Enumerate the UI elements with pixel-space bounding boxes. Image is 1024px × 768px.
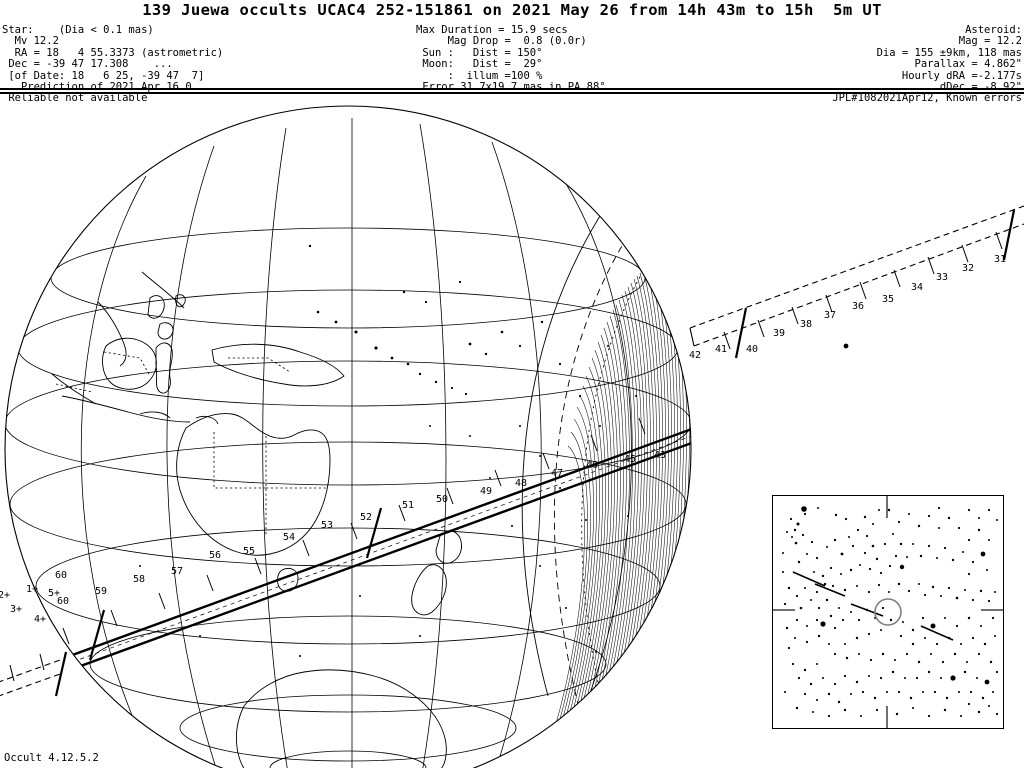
globe-svg: 43 45 46 47 48 49 50 51 52 53 54 55 56 5… bbox=[0, 105, 1024, 768]
svg-text:51: 51 bbox=[402, 500, 414, 511]
svg-text:48: 48 bbox=[515, 478, 527, 489]
asteroid-info-line-2: Dia = 155 ±9km, 118 mas bbox=[876, 46, 1022, 59]
svg-text:4+: 4+ bbox=[34, 614, 46, 625]
header-divider-lower bbox=[0, 92, 1024, 94]
svg-text:57: 57 bbox=[171, 566, 183, 577]
svg-text:35: 35 bbox=[882, 294, 894, 305]
star-info-line-2: RA = 18 4 55.3373 (astrometric) bbox=[2, 46, 224, 59]
svg-text:58: 58 bbox=[133, 574, 145, 585]
svg-text:38: 38 bbox=[800, 319, 812, 330]
asteroid-info-block: Asteroid: Mag = 12.2 Dia = 155 ±9km, 118 m… bbox=[690, 24, 1022, 105]
svg-text:3+: 3+ bbox=[10, 604, 22, 615]
svg-text:40: 40 bbox=[746, 344, 758, 355]
globe-limb bbox=[4, 105, 692, 768]
svg-text:59: 59 bbox=[95, 586, 107, 597]
svg-text:50: 50 bbox=[436, 494, 448, 505]
star-field-inset bbox=[772, 495, 1004, 729]
occultation-path-band-off-globe-east bbox=[689, 205, 1024, 359]
asteroid-position-marker bbox=[843, 343, 849, 349]
svg-text:49: 49 bbox=[480, 486, 492, 497]
svg-text:39: 39 bbox=[773, 328, 785, 339]
circumstances-line-0: Max Duration = 15.9 secs bbox=[416, 24, 568, 36]
svg-text:60: 60 bbox=[55, 570, 67, 581]
path-minute-ticks bbox=[14, 417, 646, 662]
star-info-line-6: Reliable not available bbox=[2, 92, 148, 105]
svg-text:37: 37 bbox=[824, 310, 836, 321]
svg-text:53: 53 bbox=[321, 520, 333, 531]
occultation-path-band-off-globe-west bbox=[0, 651, 68, 697]
star-info-line-3: Dec = -39 47 17.308 ... bbox=[2, 58, 173, 71]
star-info-line-1: Mv 12.2 bbox=[2, 35, 59, 48]
circumstances-line-3: Moon: Dist = 29° bbox=[416, 58, 543, 71]
target-star-circle bbox=[874, 598, 902, 626]
path-minute-labels-on-globe: 43 45 46 47 48 49 50 51 52 53 54 55 56 5… bbox=[57, 450, 666, 607]
inset-path-lines bbox=[792, 571, 954, 641]
svg-text:31: 31 bbox=[994, 254, 1006, 265]
svg-text:56: 56 bbox=[209, 550, 221, 561]
svg-text:55: 55 bbox=[243, 546, 255, 557]
svg-text:42: 42 bbox=[689, 350, 701, 361]
svg-text:54: 54 bbox=[283, 532, 295, 543]
path-offset-labels-west: 60 1+ 2+ 3+ 4+ 5+ bbox=[0, 570, 67, 625]
svg-text:45: 45 bbox=[624, 454, 636, 465]
svg-text:43: 43 bbox=[654, 450, 666, 461]
program-version-label: Occult 4.12.5.2 bbox=[4, 752, 99, 764]
svg-text:52: 52 bbox=[360, 512, 372, 523]
star-info-block: Star: (Dia < 0.1 mas) Mv 12.2 RA = 18 4 … bbox=[2, 24, 224, 105]
svg-text:34: 34 bbox=[911, 282, 923, 293]
circumstances-line-5: Error 31.7x19.7 mas in PA 88° bbox=[416, 81, 605, 93]
header-divider-upper bbox=[0, 88, 1024, 90]
circumstances-block: Max Duration = 15.9 secs Mag Drop = 0.8 … bbox=[416, 24, 606, 93]
svg-text:5+: 5+ bbox=[48, 588, 60, 599]
asteroid-info-line-6: JPL#1082021Apr12, Known errors bbox=[832, 92, 1022, 105]
asteroid-info-line-0: Asteroid: bbox=[965, 24, 1022, 36]
occultation-path-band-on-globe bbox=[5, 424, 691, 712]
path-minute-labels-off-globe: 42 41 40 39 38 37 36 35 34 33 32 31 bbox=[689, 254, 1006, 361]
header: 139 Juewa occults UCAC4 252-151861 on 20… bbox=[0, 0, 1024, 104]
svg-text:36: 36 bbox=[852, 301, 864, 312]
circumstances-line-4: : illum =100 % bbox=[416, 69, 543, 82]
inset-field-stars bbox=[782, 506, 999, 718]
asteroid-info-line-1: Mag = 12.2 bbox=[958, 35, 1022, 48]
svg-text:2+: 2+ bbox=[0, 590, 10, 601]
svg-text:47: 47 bbox=[551, 468, 563, 479]
star-info-line-4: [of Date: 18 6 25, -39 47 7] bbox=[2, 69, 205, 82]
world-map-stage: 43 45 46 47 48 49 50 51 52 53 54 55 56 5… bbox=[0, 96, 1024, 768]
asteroid-info-line-4: Hourly dRA =-2.177s bbox=[901, 69, 1022, 82]
circumstances-line-2: Sun : Dist = 150° bbox=[416, 46, 543, 59]
star-field-svg bbox=[773, 496, 1003, 728]
svg-text:41: 41 bbox=[715, 344, 727, 355]
star-info-line-5: Prediction of 2021 Apr 16.0 bbox=[2, 81, 223, 93]
svg-text:32: 32 bbox=[962, 263, 974, 274]
inset-edge-ticks bbox=[773, 496, 1003, 728]
svg-text:46: 46 bbox=[586, 460, 598, 471]
asteroid-info-line-3: Parallax = 4.862" bbox=[914, 58, 1022, 71]
svg-text:1+: 1+ bbox=[26, 584, 38, 595]
svg-text:60: 60 bbox=[57, 596, 69, 607]
page-title: 139 Juewa occults UCAC4 252-151861 on 20… bbox=[142, 1, 882, 19]
svg-text:33: 33 bbox=[936, 272, 948, 283]
twilight-arcs bbox=[521, 215, 653, 711]
star-info-line-0: Star: (Dia < 0.1 mas) bbox=[2, 24, 154, 36]
asteroid-info-line-5: dDec = -8.92" bbox=[690, 81, 1022, 93]
circumstances-line-1: Mag Drop = 0.8 (0.0r) bbox=[416, 35, 587, 48]
